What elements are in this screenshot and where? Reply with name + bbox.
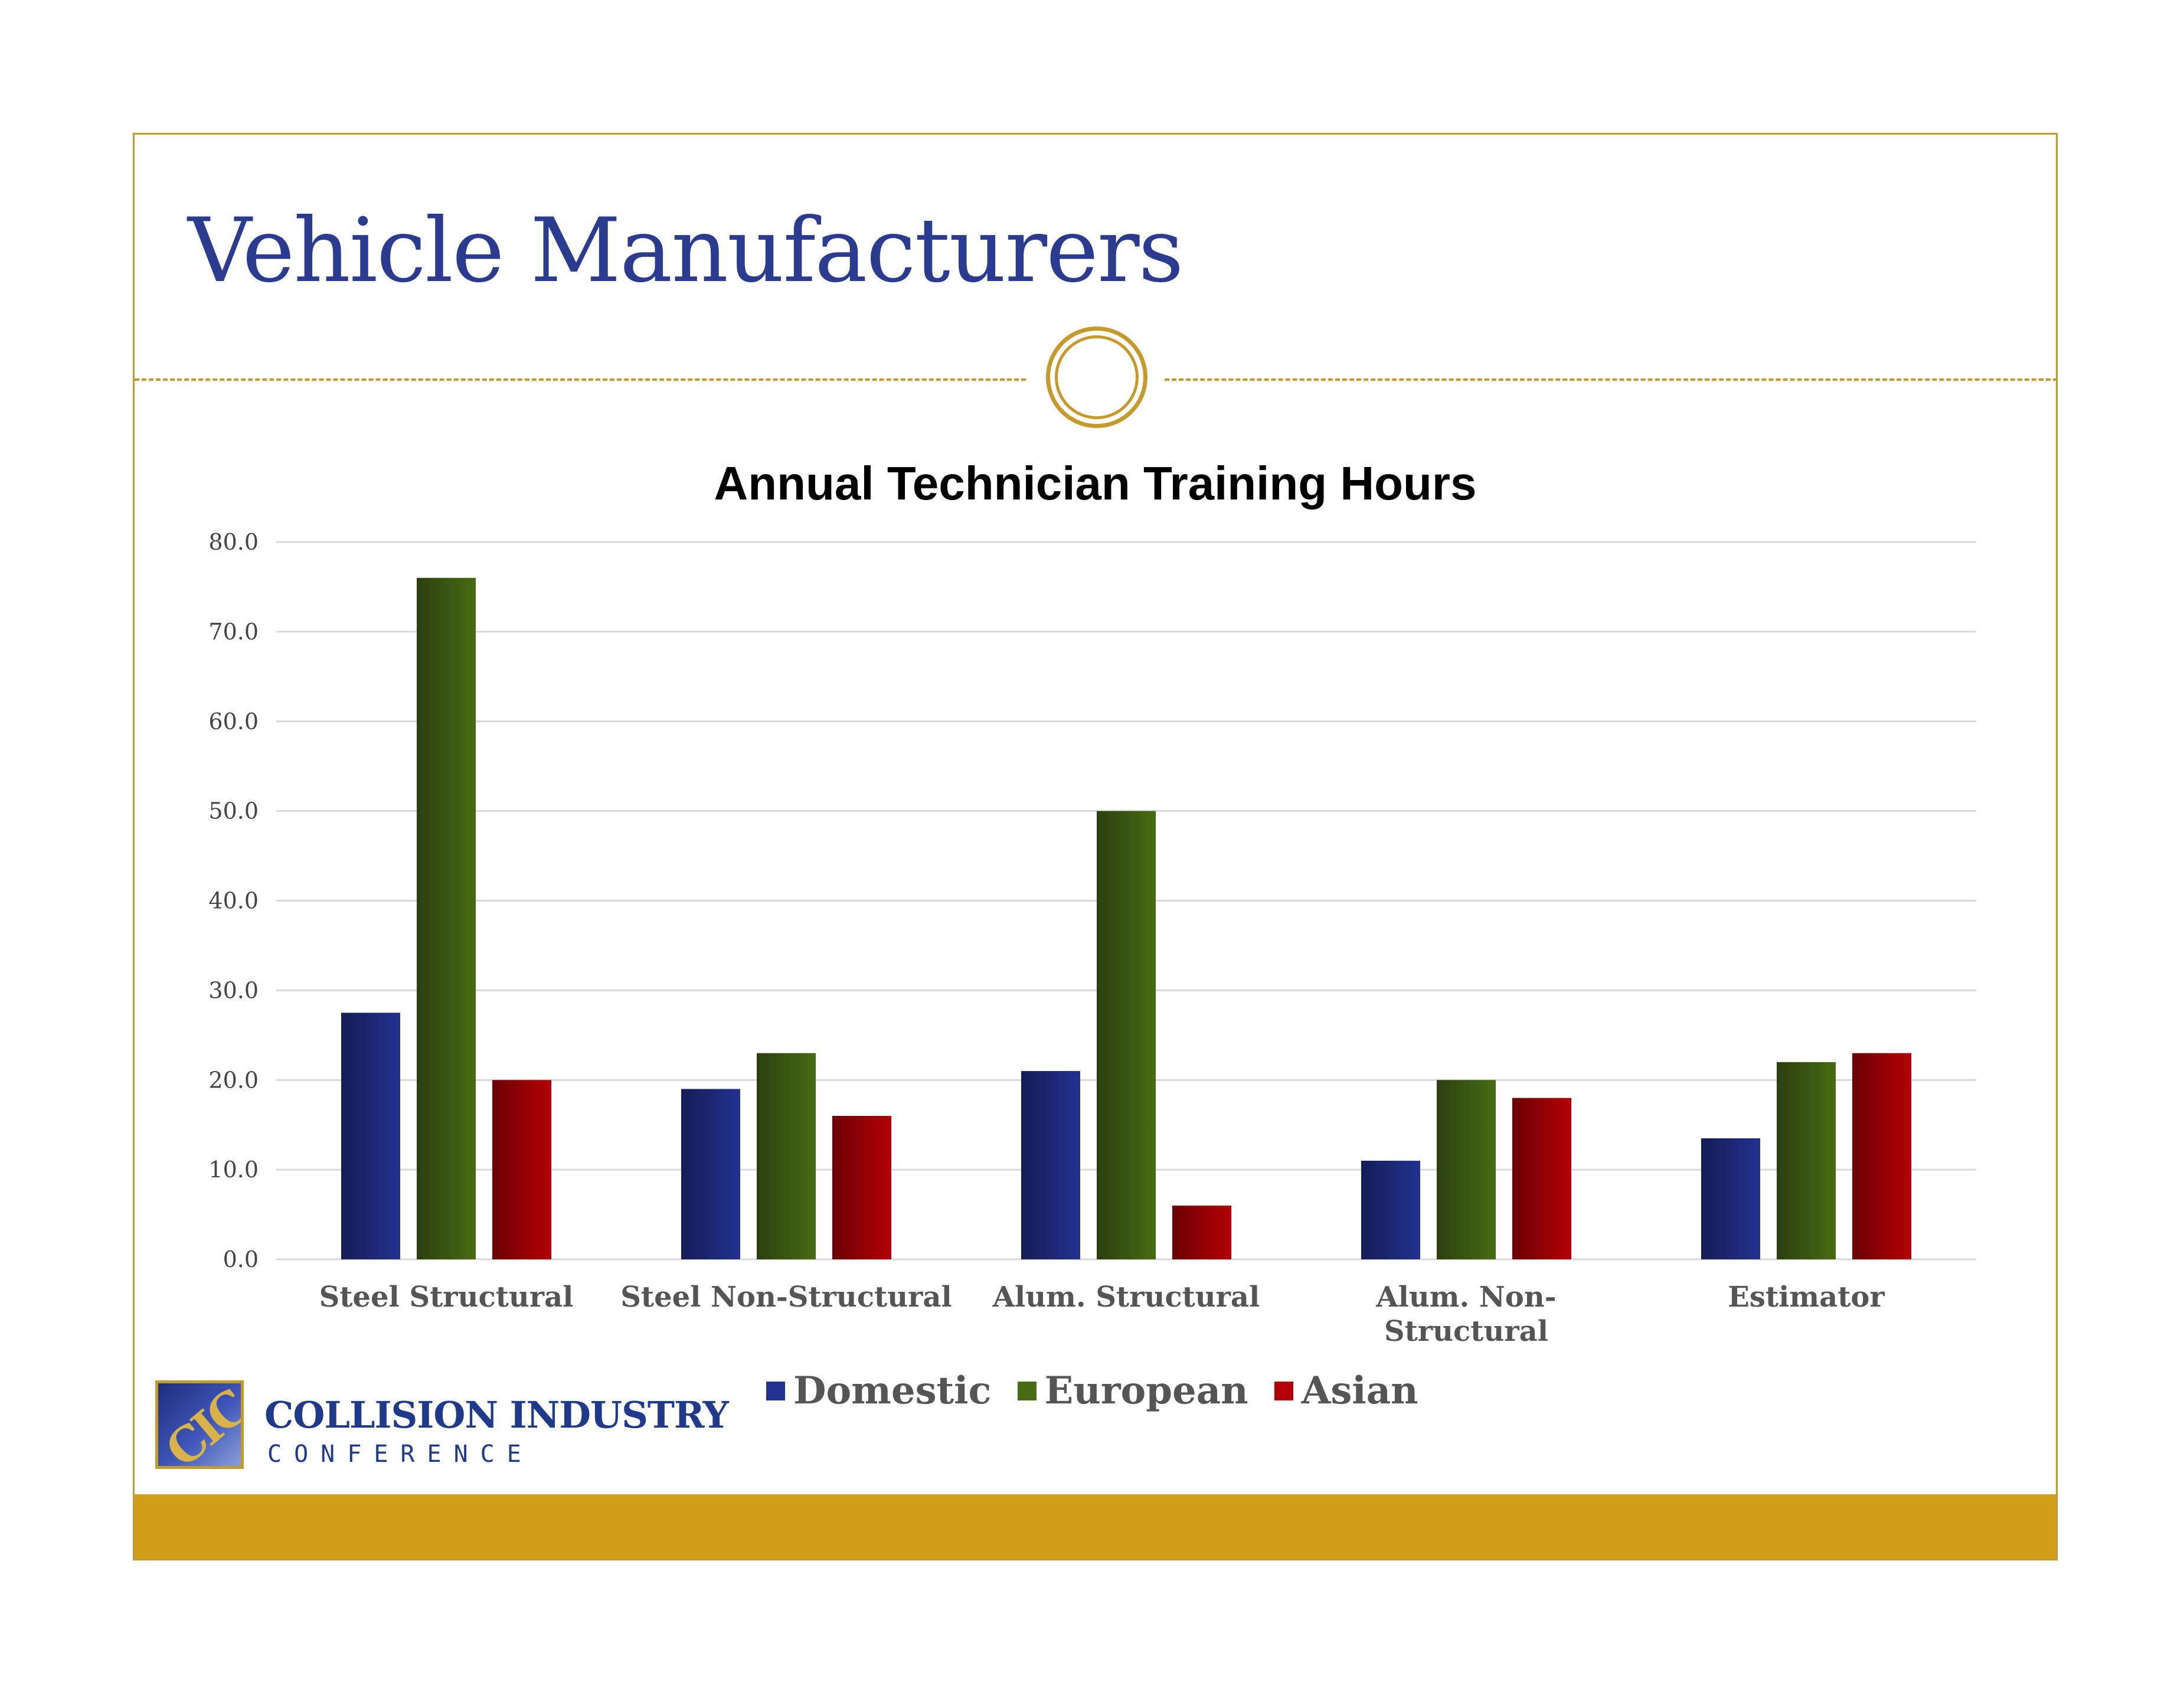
bar-european: [1097, 811, 1156, 1259]
title-divider-left: [135, 378, 1026, 381]
chart-title: Annual Technician Training Hours: [714, 457, 1477, 510]
y-axis-ticks: 0.0 10.0 20.0 30.0 40.0 50.0 60.0 70.0 80.0: [208, 529, 259, 1272]
y-tick-label: 60.0: [208, 708, 259, 734]
x-category-label: Steel Structural: [319, 1281, 574, 1314]
slide-title: Vehicle Manufacturers: [188, 200, 1184, 302]
cic-logo-mark-text: CIC: [155, 1380, 244, 1469]
bar-european: [1437, 1080, 1496, 1259]
logo-subtitle: CONFERENCE: [267, 1441, 534, 1468]
bar-domestic: [1361, 1160, 1420, 1259]
chart-legend: Domestic European Asian: [766, 1369, 1444, 1413]
bar-european: [1777, 1062, 1836, 1259]
bar-asian: [492, 1080, 551, 1259]
bar-domestic: [1701, 1138, 1760, 1259]
y-tick-label: 70.0: [208, 619, 259, 645]
bar-asian: [1852, 1053, 1911, 1259]
legend-label: Domestic: [793, 1369, 992, 1413]
slide-frame: Vehicle Manufacturers Annual Technician …: [133, 133, 2058, 1560]
x-category-label-line: Steel Structural: [319, 1281, 574, 1314]
bar-chart: 0.0 10.0 20.0 30.0 40.0 50.0 60.0 70.0 80.0 Stee…: [208, 529, 1976, 1348]
x-category-label: Alum. Non-Structural: [1375, 1281, 1556, 1348]
x-category-label: Estimator: [1728, 1281, 1885, 1314]
bar-european: [417, 577, 476, 1259]
x-category-label-line: Estimator: [1728, 1281, 1885, 1314]
y-tick-label: 20.0: [208, 1067, 259, 1093]
cic-logo-mark: CIC: [155, 1380, 244, 1469]
legend-item: Domestic: [766, 1369, 992, 1413]
x-category-label-line: Structural: [1384, 1315, 1548, 1348]
legend-label: European: [1044, 1369, 1248, 1413]
bar-domestic: [341, 1013, 400, 1259]
title-divider-right: [1165, 378, 2058, 381]
legend-swatch: [1017, 1381, 1037, 1400]
bar-asian: [1172, 1205, 1231, 1259]
x-category-label-line: Steel Non-Structural: [620, 1281, 952, 1314]
legend-swatch: [1274, 1381, 1293, 1400]
bar-asian: [832, 1116, 891, 1259]
y-tick-label: 80.0: [208, 529, 259, 555]
bar-european: [757, 1053, 816, 1259]
y-tick-label: 0.0: [223, 1246, 259, 1272]
bar-domestic: [681, 1089, 740, 1259]
x-category-label: Alum. Structural: [992, 1281, 1260, 1314]
y-tick-label: 30.0: [208, 977, 259, 1003]
x-category-label: Steel Non-Structural: [620, 1281, 952, 1314]
legend-label: Asian: [1301, 1369, 1418, 1413]
footer-gold-bar: [135, 1494, 2056, 1559]
bar-domestic: [1021, 1071, 1080, 1259]
circle-ornament-icon: [1046, 327, 1147, 428]
x-axis-labels: Steel Structural Steel Non-Structural Alum…: [319, 1281, 1885, 1348]
logo-name: COLLISION INDUSTRY: [264, 1393, 729, 1436]
bar-asian: [1512, 1098, 1571, 1259]
legend-item: Asian: [1274, 1369, 1418, 1413]
x-category-label-line: Alum. Structural: [992, 1281, 1260, 1314]
cic-logo: CIC COLLISION INDUSTRY CONFERENCE: [155, 1380, 729, 1481]
legend-swatch: [766, 1381, 785, 1400]
bars: [341, 577, 1911, 1259]
y-tick-label: 50.0: [208, 798, 259, 824]
y-tick-label: 40.0: [208, 888, 259, 914]
legend-item: European: [1017, 1369, 1248, 1413]
x-category-label-line: Alum. Non-: [1375, 1281, 1556, 1314]
y-tick-label: 10.0: [208, 1157, 259, 1183]
